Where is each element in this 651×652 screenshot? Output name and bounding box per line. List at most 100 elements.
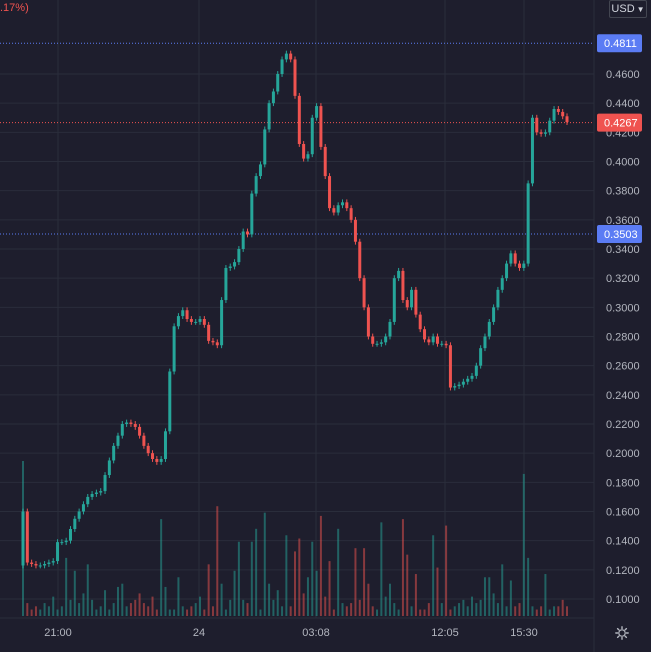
candle-body xyxy=(94,492,98,494)
price-axis[interactable]: 0.1000 0.1200 0.1400 0.1600 0.1800 0.2000 0.22… xyxy=(606,69,640,606)
y-tick-label: 0.3400 xyxy=(606,244,640,256)
volume-bar xyxy=(471,596,474,616)
candle-body xyxy=(297,95,301,144)
volume-bar xyxy=(207,564,210,616)
volume-bar xyxy=(531,606,534,616)
candle-body xyxy=(202,319,206,325)
volume-bar xyxy=(384,596,387,616)
chart-grid xyxy=(0,0,595,652)
volume-bar xyxy=(501,564,504,616)
volume-bar xyxy=(432,535,435,616)
candle-body xyxy=(371,336,375,344)
volume-bar xyxy=(423,609,426,616)
candle-body xyxy=(479,348,483,366)
candle-body xyxy=(129,422,133,424)
volume-bar xyxy=(540,606,543,616)
candle-body xyxy=(453,386,457,388)
candle-body xyxy=(448,345,452,388)
candle-body xyxy=(397,270,401,279)
candle-body xyxy=(280,59,284,74)
candle-body xyxy=(505,263,509,279)
volume-bar xyxy=(99,606,102,616)
candle-body xyxy=(159,459,163,462)
volume-bars xyxy=(22,461,568,616)
gear-icon[interactable] xyxy=(615,626,629,640)
y-tick-label: 0.1200 xyxy=(606,565,640,577)
volume-bar xyxy=(350,603,353,616)
candle-body xyxy=(125,422,129,424)
volume-bar xyxy=(324,596,327,616)
volume-bar xyxy=(268,583,271,616)
volume-bar xyxy=(535,609,538,616)
volume-bar xyxy=(26,603,29,616)
volume-bar xyxy=(294,551,296,616)
volume-bar xyxy=(151,596,154,616)
volume-bar xyxy=(220,583,223,616)
volume-bar xyxy=(553,606,556,616)
volume-bar xyxy=(302,593,305,616)
candle-body xyxy=(215,342,219,346)
volume-bar xyxy=(56,609,59,616)
candle-body xyxy=(375,343,379,345)
volume-bar xyxy=(216,506,219,616)
candle-body xyxy=(151,453,155,459)
currency-selector-button[interactable]: USD ▼ xyxy=(609,0,647,18)
volume-bar xyxy=(306,577,309,616)
candle-body xyxy=(112,445,116,461)
volume-bar xyxy=(548,609,551,616)
volume-bar xyxy=(155,609,158,616)
candle-body xyxy=(293,59,297,96)
y-tick-label: 0.2200 xyxy=(606,419,640,431)
volume-bar xyxy=(462,599,465,616)
price-marker-label: 0.4267 xyxy=(604,118,638,130)
volume-bar xyxy=(255,528,258,616)
candle-body xyxy=(401,270,405,301)
volume-bar xyxy=(298,538,301,616)
candle-body xyxy=(237,249,241,263)
candle-body xyxy=(189,319,193,322)
candle-body xyxy=(392,278,396,322)
candle-body xyxy=(410,289,414,308)
price-marker-badges: 0.4811 0.4267 0.3503 xyxy=(597,34,642,243)
candle-body xyxy=(518,263,522,268)
candle-body xyxy=(133,424,137,427)
volume-bar xyxy=(104,590,107,616)
volume-bar xyxy=(259,609,262,616)
volume-bar xyxy=(363,548,366,616)
candle-body xyxy=(431,336,435,343)
volume-bar xyxy=(203,609,206,616)
y-tick-label: 0.2400 xyxy=(606,390,640,402)
x-tick-label: 15:30 xyxy=(510,627,538,639)
candle-body xyxy=(64,540,68,543)
candle-body xyxy=(405,300,409,308)
candle-body xyxy=(522,263,526,268)
time-axis[interactable]: 21:00 24 03:08 12:05 15:30 xyxy=(44,627,538,639)
candle-body xyxy=(81,504,85,512)
candle-body xyxy=(103,475,107,492)
candle-body xyxy=(414,289,418,315)
candle-body xyxy=(47,562,51,564)
volume-bar xyxy=(488,577,491,616)
candle-body xyxy=(530,117,534,184)
candle-body xyxy=(155,459,159,462)
volume-bar xyxy=(557,606,560,616)
volume-bar xyxy=(544,574,547,616)
volume-bar xyxy=(458,603,461,616)
volume-bar xyxy=(345,606,348,616)
candle-body xyxy=(60,542,64,544)
candle-body xyxy=(539,132,543,134)
candle-body xyxy=(254,176,258,194)
candle-body xyxy=(284,53,288,60)
volume-bar xyxy=(134,599,137,616)
candle-body xyxy=(138,426,142,436)
volume-bar xyxy=(367,583,370,616)
volume-bar xyxy=(496,603,499,616)
volume-bar xyxy=(397,609,400,616)
volume-bar xyxy=(177,577,180,616)
volume-bar xyxy=(250,541,253,616)
candle-body xyxy=(120,424,124,436)
volume-bar xyxy=(211,606,214,616)
volume-bar xyxy=(30,609,33,616)
volume-bar xyxy=(164,586,167,616)
